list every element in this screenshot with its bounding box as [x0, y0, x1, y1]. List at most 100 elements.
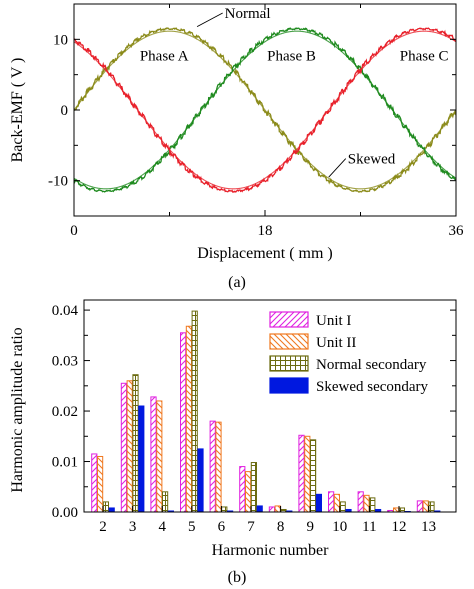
harmonic-y-tick-label: 0.02: [52, 404, 78, 420]
emf-series-line: [74, 27, 456, 193]
emf-x-tick-label: 0: [70, 223, 78, 239]
harmonic-bar: [333, 493, 340, 513]
harmonic-x-tick-label: 11: [362, 519, 376, 535]
legend-label: Unit II: [316, 335, 356, 351]
emf-series-smooth-line: [74, 30, 456, 190]
legend-swatch: [269, 355, 309, 372]
legend-label: Normal secondary: [316, 357, 427, 373]
harmonic-bar: [428, 501, 435, 513]
harmonic-x-tick-label: 6: [218, 519, 226, 535]
legend-swatch: [269, 311, 309, 328]
legend-swatch: [269, 333, 309, 350]
harmonic-bar: [393, 507, 400, 513]
harmonic-x-tick-label: 3: [129, 519, 137, 535]
panel-label-a: (a): [228, 274, 246, 291]
harmonic-bar: [363, 494, 370, 513]
annotation-leader: [328, 158, 347, 178]
emf-y-tick-label: 10: [53, 32, 68, 48]
emf-x-tick-label: 36: [449, 223, 465, 239]
phase-label: Phase A: [140, 49, 189, 65]
annotation-label: Skewed: [348, 152, 396, 168]
harmonic-x-tick-label: 9: [306, 519, 314, 535]
annotation-leader: [196, 12, 223, 28]
harmonic-bar: [197, 448, 204, 513]
legend-label: Skewed secondary: [316, 379, 429, 395]
harmonic-x-tick-label: 13: [421, 519, 436, 535]
harmonic-bar: [132, 374, 139, 513]
harmonic-plot-frame: [83, 299, 457, 513]
panel-label-b: (b): [228, 569, 247, 586]
harmonic-bar: [357, 491, 364, 513]
harmonic-bar: [422, 500, 429, 513]
harmonic-bar: [250, 462, 258, 513]
harmonic-bar: [310, 439, 317, 513]
emf-phase-labels: Phase A Phase B Phase C: [140, 49, 449, 65]
emf-y-axis-label: Back-EMF ( V ): [9, 58, 26, 163]
harmonic-x-tick-label: 2: [99, 519, 107, 535]
harmonic-bar: [369, 497, 376, 513]
emf-x-tick-label: 18: [258, 223, 273, 239]
harmonic-x-tick-label: 7: [247, 519, 255, 535]
harmonic-bar: [97, 455, 104, 513]
phase-label: Phase C: [400, 49, 449, 65]
harmonic-bars: [91, 310, 441, 513]
chart-back-emf: 0 18 36 -10 0 10 Phase A Phase B Phase C Normal…: [9, 3, 464, 291]
harmonic-bar: [162, 491, 169, 513]
harmonic-bar: [298, 434, 305, 513]
emf-tick-labels: 0 18 36 -10 0 10: [48, 32, 464, 239]
harmonic-bar: [245, 471, 252, 513]
harmonic-y-axis-label: Harmonic amplitude ratio: [9, 327, 26, 492]
harmonic-x-tick-label: 10: [332, 519, 347, 535]
phase-label: Phase B: [267, 49, 316, 65]
harmonic-bar: [156, 400, 163, 513]
harmonic-bar: [138, 405, 145, 513]
harmonic-bar: [150, 396, 157, 513]
chart-harmonics: 2 3 4 5 6 7 8 9 10 11 12 13 0.00 0.01 0.02 0.03 0.04 Uni…: [9, 299, 457, 586]
legend-label: Unit I: [316, 313, 351, 329]
harmonic-bar: [126, 380, 133, 513]
harmonic-bar: [268, 506, 275, 513]
harmonic-y-tick-label: 0.03: [52, 354, 78, 370]
harmonic-x-tick-label: 12: [392, 519, 407, 535]
legend-swatch: [269, 377, 309, 394]
harmonic-bar: [180, 332, 187, 513]
harmonic-bar: [239, 466, 246, 513]
emf-x-axis-label: Displacement ( mm ): [197, 245, 333, 262]
harmonic-y-tick-label: 0.00: [52, 505, 78, 521]
harmonic-x-axis-label: Harmonic number: [212, 542, 330, 559]
emf-y-tick-label: 0: [61, 103, 69, 119]
harmonic-x-tick-label: 8: [277, 519, 285, 535]
harmonic-bar: [209, 420, 216, 513]
harmonic-bar: [185, 325, 193, 513]
harmonic-y-tick-label: 0.04: [52, 303, 79, 319]
harmonic-ticks: [84, 309, 456, 513]
emf-annotations: Normal Skewed: [196, 6, 396, 178]
harmonic-bar: [416, 500, 423, 513]
harmonic-bar: [328, 491, 335, 513]
harmonic-bar: [339, 501, 346, 513]
harmonic-bar: [274, 505, 281, 513]
emf-ticks: [73, 3, 457, 217]
annotation-label: Normal: [225, 6, 271, 22]
harmonic-bar: [191, 310, 198, 513]
emf-series-smooth-line: [74, 30, 456, 190]
harmonic-legend: Unit I Unit II Normal secondary Skewed seco…: [269, 311, 429, 395]
harmonic-tick-labels: 2 3 4 5 6 7 8 9 10 11 12 13 0.00 0.01 0.02 0.03 0.04: [52, 303, 436, 535]
harmonic-bar: [221, 506, 228, 513]
harmonic-bar: [315, 493, 322, 513]
harmonic-bar: [256, 505, 263, 513]
harmonic-bar: [215, 421, 222, 513]
harmonic-x-tick-label: 4: [158, 519, 166, 535]
harmonic-bar: [102, 501, 110, 513]
harmonic-bar: [108, 507, 115, 513]
harmonic-bar: [398, 507, 405, 513]
emf-y-tick-label: -10: [48, 174, 68, 190]
harmonic-y-tick-label: 0.01: [52, 455, 78, 471]
emf-series-smooth-line: [74, 30, 456, 190]
emf-curves: [74, 27, 456, 193]
harmonic-bar: [304, 435, 311, 513]
harmonic-x-tick-label: 5: [188, 519, 196, 535]
harmonic-bar: [91, 453, 98, 513]
harmonic-bar: [120, 382, 128, 513]
